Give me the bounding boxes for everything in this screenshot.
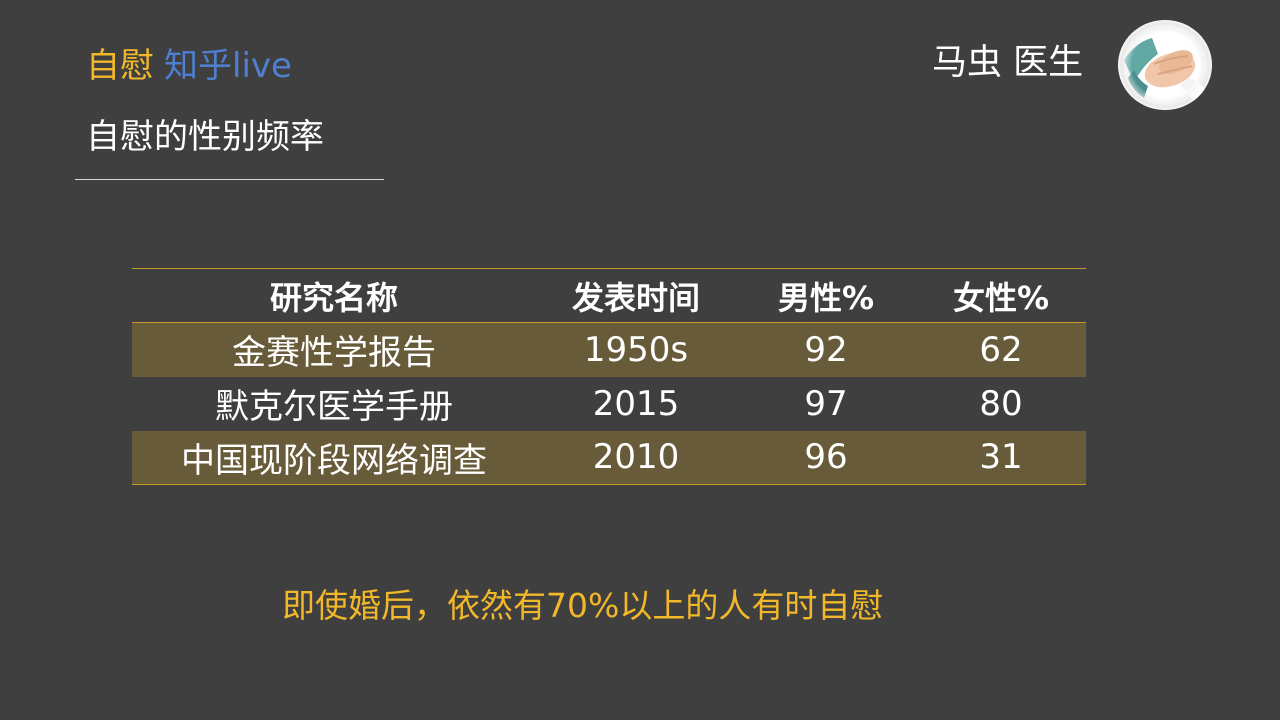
cell-study-name: 默克尔医学手册 xyxy=(215,387,453,427)
column-header-study-name: 研究名称 xyxy=(132,268,536,323)
brand-primary: 自慰 xyxy=(86,46,154,86)
cell-female-percent: 62 xyxy=(979,329,1023,370)
column-header-male-percent: 男性% xyxy=(736,268,916,323)
cell-published: 1950s xyxy=(583,329,689,370)
slide-subtitle: 自慰的性别频率 xyxy=(86,117,324,157)
table-row: 默克尔医学手册 2015 97 80 xyxy=(132,377,1086,431)
cell-female-percent: 80 xyxy=(979,383,1023,424)
cell-study-name: 金赛性学报告 xyxy=(232,333,436,374)
cell-male-percent: 97 xyxy=(804,383,848,424)
cell-published: 2010 xyxy=(592,437,680,478)
conclusion-note: 即使婚后，依然有70%以上的人有时自慰 xyxy=(282,586,884,625)
doctor-hands-photo-icon xyxy=(1118,20,1212,110)
study-table: 研究名称 发表时间 男性% 女性% 金赛性学报告 1950s 92 62 默克尔… xyxy=(132,268,1086,485)
table-header-row: 研究名称 发表时间 男性% 女性% xyxy=(132,268,1086,323)
cell-study-name: 中国现阶段网络调查 xyxy=(181,440,487,481)
table-row: 金赛性学报告 1950s 92 62 xyxy=(132,322,1086,377)
cell-female-percent: 31 xyxy=(979,437,1023,478)
brand-secondary: 知乎live xyxy=(164,46,292,86)
subtitle-divider xyxy=(75,179,384,180)
cell-male-percent: 92 xyxy=(804,329,848,370)
author-name: 马虫 医生 xyxy=(932,43,1084,83)
cell-male-percent: 96 xyxy=(804,437,848,478)
column-header-published: 发表时间 xyxy=(536,268,736,323)
table-row: 中国现阶段网络调查 2010 96 31 xyxy=(132,430,1086,485)
brand-title: 自慰 知乎live xyxy=(86,44,292,88)
column-header-female-percent: 女性% xyxy=(916,268,1086,323)
cell-published: 2015 xyxy=(592,383,680,424)
